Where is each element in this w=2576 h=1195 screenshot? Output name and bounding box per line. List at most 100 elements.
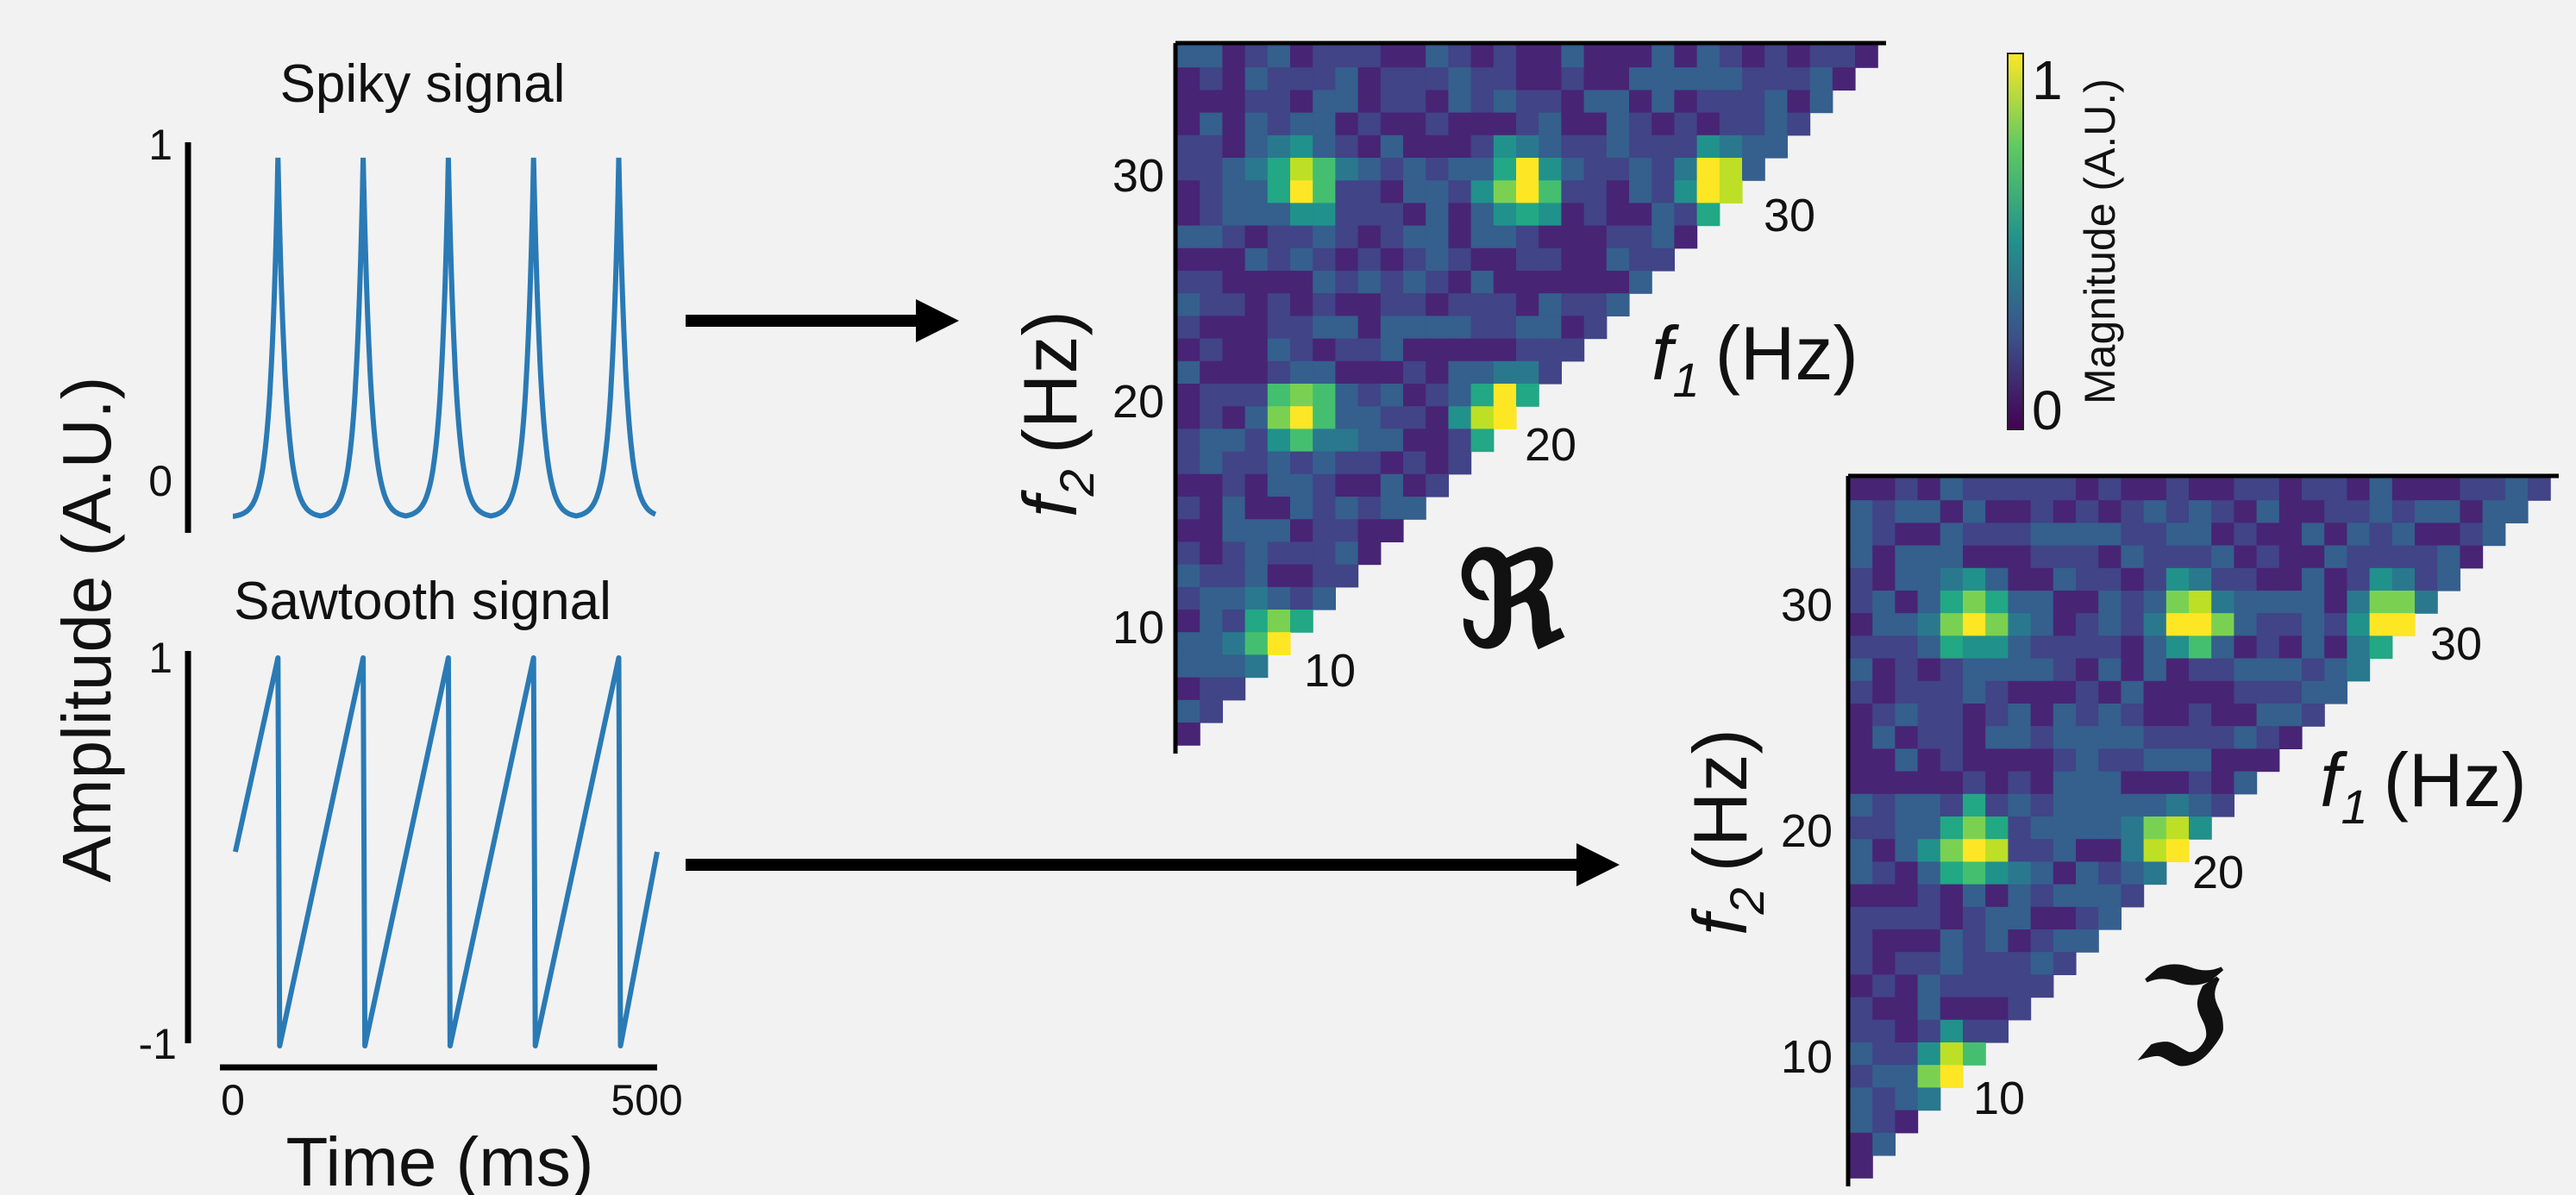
real-heatmap-cell <box>1335 451 1359 475</box>
imag-diag-tick-30: 30 <box>2430 618 2482 670</box>
real-heatmap-cell <box>1313 406 1336 429</box>
real-heatmap-cell <box>1470 90 1495 114</box>
imag-heatmap-cell <box>1940 522 1964 547</box>
imag-heatmap-cell <box>2098 771 2122 795</box>
imag-heatmap-cell <box>1917 567 1941 591</box>
imag-heatmap-cell <box>2076 500 2099 523</box>
real-heatmap-cell <box>1222 519 1246 542</box>
real-heatmap-cell <box>1403 247 1426 272</box>
imag-heatmap-cell <box>1917 658 1941 682</box>
real-heatmap-cell <box>1335 293 1359 316</box>
real-heatmap-cell <box>1313 67 1336 91</box>
imag-heatmap-cell <box>2008 658 2032 682</box>
imag-heatmap-cell <box>1985 884 2009 908</box>
real-heatmap-cell <box>1200 564 1223 588</box>
real-heatmap-cell <box>1787 67 1811 91</box>
imag-heatmap-cell <box>1895 591 1919 614</box>
real-heatmap-cell <box>1652 225 1675 249</box>
real-heatmap-cell <box>1561 135 1585 159</box>
imag-heatmap-cell <box>1963 974 1986 998</box>
real-heatmap-cell <box>1290 45 1313 68</box>
imag-heatmap-cell <box>2076 545 2099 569</box>
real-heatmap-cell <box>1244 610 1269 633</box>
real-heatmap-cell <box>1313 271 1336 294</box>
real-heatmap-cell <box>1470 406 1495 429</box>
real-heatmap-cell <box>1764 90 1788 114</box>
real-heatmap-cell <box>1516 158 1539 181</box>
real-heatmap-cell <box>1674 180 1698 203</box>
imag-heatmap-cell <box>1985 500 2009 523</box>
imag-heatmap-cell <box>2256 500 2280 523</box>
imag-heatmap-cell <box>1985 567 2009 591</box>
real-heatmap-cell <box>1696 90 1720 114</box>
real-heatmap-cell <box>1244 158 1269 181</box>
real-heatmap-cell <box>1426 180 1449 203</box>
real-heatmap-cell <box>1403 360 1426 385</box>
real-heatmap-cell <box>1244 45 1269 68</box>
real-heatmap-cell <box>1267 564 1291 588</box>
real-heatmap-cell <box>1583 158 1608 181</box>
real-heatmap-cell <box>1290 135 1313 159</box>
imag-heatmap-cell <box>2256 658 2280 682</box>
real-heatmap-cell <box>1357 519 1382 542</box>
real-heatmap-cell <box>1357 451 1382 475</box>
real-heatmap-cell <box>1719 158 1743 181</box>
real-heatmap-cell <box>1606 247 1630 272</box>
imag-heatmap-cell <box>1917 591 1941 614</box>
imag-heatmap-cell <box>2008 567 2032 591</box>
imag-heatmap-cell <box>2053 500 2077 523</box>
real-heatmap-cell <box>1200 699 1223 723</box>
real-heatmap-cell <box>1357 497 1382 520</box>
real-heatmap-cell <box>1290 338 1313 362</box>
real-heatmap-cell <box>1448 158 1472 181</box>
imag-heatmap-cell <box>1850 748 1873 773</box>
imag-heatmap-cell <box>1850 567 1873 591</box>
real-heatmap-cell <box>1426 473 1449 497</box>
imag-heatmap-cell <box>2053 680 2077 704</box>
real-heatmap-cell <box>1855 45 1878 68</box>
imag-heatmap-cell <box>1963 839 1986 862</box>
imag-heatmap-cell <box>2053 816 2077 840</box>
imag-heatmap-cell <box>2324 567 2347 591</box>
real-heatmap-cell <box>1696 180 1720 203</box>
real-heatmap-cell <box>1290 451 1313 475</box>
real-heatmap-cell <box>1200 112 1223 136</box>
imag-heatmap-cell <box>2211 613 2234 636</box>
real-heatmap-cell <box>1448 451 1472 475</box>
imag-heatmap-cell <box>2391 545 2416 569</box>
imag-heatmap-cell <box>2008 545 2032 569</box>
imag-heatmap-cell <box>2165 839 2190 862</box>
real-heatmap-cell <box>1606 45 1630 68</box>
real-heatmap-cell <box>1493 158 1517 181</box>
real-heatmap-cell <box>1403 203 1426 227</box>
imag-heatmap-cell <box>2211 680 2234 704</box>
real-heatmap-cell <box>1516 293 1539 316</box>
real-heatmap-cell <box>1674 90 1698 114</box>
real-heatmap-cell <box>1719 45 1743 68</box>
imag-heatmap-cell <box>2302 591 2325 614</box>
real-heatmap-cell <box>1606 90 1630 114</box>
imag-heatmap-cell <box>2008 884 2032 908</box>
imag-heatmap-cell <box>1872 793 1896 817</box>
real-heatmap-cell <box>1177 497 1200 520</box>
real-heatmap-cell <box>1313 135 1336 159</box>
real-heatmap-cell <box>1493 316 1517 340</box>
imag-heatmap-cell <box>2211 748 2234 773</box>
real-heatmap-cell <box>1674 158 1698 181</box>
imag-heatmap-cell <box>2189 567 2212 591</box>
real-heatmap-cell <box>1539 271 1562 294</box>
real-heatmap-cell <box>1583 45 1608 68</box>
imag-heatmap-cell <box>2008 704 2032 727</box>
spiky-ytick-0: 0 <box>148 457 172 505</box>
imag-heatmap-cell <box>2165 591 2190 614</box>
real-heatmap-cell <box>1696 203 1720 227</box>
imag-heatmap-cell <box>2234 545 2258 569</box>
imag-heatmap-cell <box>2347 567 2371 591</box>
imag-heatmap-cell <box>2211 478 2234 501</box>
real-heatmap-cell <box>1561 225 1585 249</box>
real-heatmap-cell <box>1403 158 1426 181</box>
imag-heatmap-cell <box>1985 726 2009 749</box>
real-heatmap-cell <box>1267 90 1291 114</box>
imag-heatmap-cell <box>2165 748 2190 773</box>
real-heatmap-cell <box>1200 586 1223 610</box>
